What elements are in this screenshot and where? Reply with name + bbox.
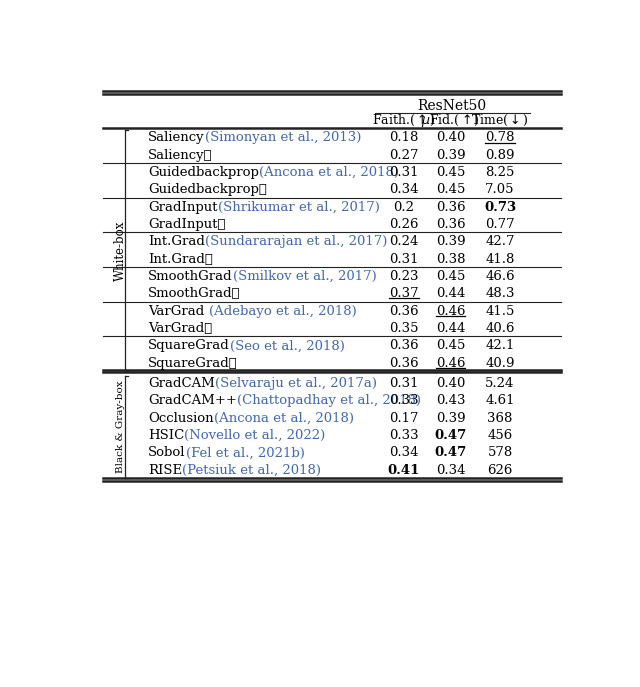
Text: 0.36: 0.36: [436, 201, 465, 214]
Text: 0.41: 0.41: [388, 464, 420, 477]
Text: 0.36: 0.36: [389, 339, 419, 352]
Text: SmoothGrad: SmoothGrad: [148, 270, 233, 283]
Text: RISE: RISE: [148, 464, 182, 477]
Text: 0.45: 0.45: [436, 270, 465, 283]
Text: 0.27: 0.27: [389, 148, 419, 161]
Text: Black & Gray-box: Black & Gray-box: [116, 381, 125, 473]
Text: 7.05: 7.05: [485, 183, 515, 196]
Text: 0.35: 0.35: [389, 322, 419, 335]
Text: Int.Grad⋆: Int.Grad⋆: [148, 253, 213, 266]
Text: 0.26: 0.26: [389, 218, 419, 231]
Text: 0.44: 0.44: [436, 322, 465, 335]
Text: 0.73: 0.73: [484, 201, 516, 214]
Text: Guidedbackprop⋆: Guidedbackprop⋆: [148, 183, 267, 196]
Text: (Novello et al., 2022): (Novello et al., 2022): [184, 429, 326, 442]
Text: 0.89: 0.89: [485, 148, 515, 161]
Text: 0.40: 0.40: [436, 377, 465, 390]
Text: 456: 456: [488, 429, 513, 442]
Text: Int.Grad: Int.Grad: [148, 236, 205, 248]
Text: Occlusion: Occlusion: [148, 412, 214, 425]
Text: ResNet50: ResNet50: [417, 100, 486, 113]
Text: 0.31: 0.31: [389, 166, 419, 179]
Text: 0.44: 0.44: [436, 287, 465, 300]
Text: 41.5: 41.5: [485, 304, 515, 317]
Text: (Chattopadhay et al., 2018): (Chattopadhay et al., 2018): [237, 394, 421, 407]
Text: 0.18: 0.18: [389, 131, 419, 144]
Text: (Simonyan et al., 2013): (Simonyan et al., 2013): [205, 131, 361, 144]
Text: 42.7: 42.7: [485, 236, 515, 248]
Text: (Ancona et al., 2018): (Ancona et al., 2018): [259, 166, 399, 179]
Text: 0.17: 0.17: [389, 412, 419, 425]
Text: (Adebayo et al., 2018): (Adebayo et al., 2018): [209, 304, 356, 317]
Text: 0.77: 0.77: [485, 218, 515, 231]
Text: 0.45: 0.45: [436, 183, 465, 196]
Text: 40.9: 40.9: [485, 357, 515, 370]
Text: 4.61: 4.61: [485, 394, 515, 407]
Text: 0.34: 0.34: [436, 464, 465, 477]
Text: 0.23: 0.23: [389, 270, 419, 283]
Text: Faith.($\uparrow$): Faith.($\uparrow$): [372, 113, 436, 128]
Text: Saliency: Saliency: [148, 131, 205, 144]
Text: White-box: White-box: [114, 221, 127, 281]
Text: 5.24: 5.24: [485, 377, 515, 390]
Text: 0.36: 0.36: [436, 218, 465, 231]
Text: 0.34: 0.34: [389, 447, 419, 460]
Text: 0.46: 0.46: [436, 304, 465, 317]
Text: GradCAM: GradCAM: [148, 377, 215, 390]
Text: 0.38: 0.38: [436, 253, 465, 266]
Text: Guidedbackprop: Guidedbackprop: [148, 166, 259, 179]
Text: 48.3: 48.3: [485, 287, 515, 300]
Text: GradInput⋆: GradInput⋆: [148, 218, 226, 231]
Text: 0.34: 0.34: [389, 183, 419, 196]
Text: (Selvaraju et al., 2017a): (Selvaraju et al., 2017a): [215, 377, 377, 390]
Text: 0.24: 0.24: [389, 236, 419, 248]
Text: 0.45: 0.45: [436, 166, 465, 179]
Text: Time($\downarrow$): Time($\downarrow$): [471, 113, 529, 128]
Text: 42.1: 42.1: [485, 339, 515, 352]
Text: 0.39: 0.39: [436, 148, 465, 161]
Text: (Sundararajan et al., 2017): (Sundararajan et al., 2017): [205, 236, 387, 248]
Text: 0.33: 0.33: [389, 429, 419, 442]
Text: 578: 578: [488, 447, 513, 460]
Text: 0.43: 0.43: [436, 394, 465, 407]
Text: 0.31: 0.31: [389, 377, 419, 390]
Text: 0.2: 0.2: [394, 201, 415, 214]
Text: SmoothGrad⋆: SmoothGrad⋆: [148, 287, 241, 300]
Text: HSIC: HSIC: [148, 429, 184, 442]
Text: GradInput: GradInput: [148, 201, 218, 214]
Text: $\mu$Fid.($\uparrow$): $\mu$Fid.($\uparrow$): [421, 112, 480, 128]
Text: 8.25: 8.25: [485, 166, 515, 179]
Text: (Fel et al., 2021b): (Fel et al., 2021b): [186, 447, 305, 460]
Text: (Ancona et al., 2018): (Ancona et al., 2018): [214, 412, 354, 425]
Text: 0.33: 0.33: [389, 394, 419, 407]
Text: VarGrad⋆: VarGrad⋆: [148, 322, 212, 335]
Text: 0.78: 0.78: [485, 131, 515, 144]
Text: 626: 626: [488, 464, 513, 477]
Text: (Seo et al., 2018): (Seo et al., 2018): [230, 339, 345, 352]
Text: 0.39: 0.39: [436, 412, 465, 425]
Text: 0.36: 0.36: [389, 304, 419, 317]
Text: 0.37: 0.37: [389, 287, 419, 300]
Text: 0.31: 0.31: [389, 253, 419, 266]
Text: 0.47: 0.47: [435, 447, 467, 460]
Text: VarGrad: VarGrad: [148, 304, 209, 317]
Text: 0.45: 0.45: [436, 339, 465, 352]
Text: 0.39: 0.39: [436, 236, 465, 248]
Text: Sobol: Sobol: [148, 447, 186, 460]
Text: SquareGrad: SquareGrad: [148, 339, 230, 352]
Text: 46.6: 46.6: [485, 270, 515, 283]
Text: 0.36: 0.36: [389, 357, 419, 370]
Text: 41.8: 41.8: [485, 253, 515, 266]
Text: (Smilkov et al., 2017): (Smilkov et al., 2017): [233, 270, 376, 283]
Text: 40.6: 40.6: [485, 322, 515, 335]
Text: 0.47: 0.47: [435, 429, 467, 442]
Text: 368: 368: [488, 412, 513, 425]
Text: GradCAM++: GradCAM++: [148, 394, 237, 407]
Text: 0.46: 0.46: [436, 357, 465, 370]
Text: 0.40: 0.40: [436, 131, 465, 144]
Text: SquareGrad⋆: SquareGrad⋆: [148, 357, 238, 370]
Text: (Shrikumar et al., 2017): (Shrikumar et al., 2017): [218, 201, 380, 214]
Text: (Petsiuk et al., 2018): (Petsiuk et al., 2018): [182, 464, 321, 477]
Text: Saliency⋆: Saliency⋆: [148, 148, 213, 161]
